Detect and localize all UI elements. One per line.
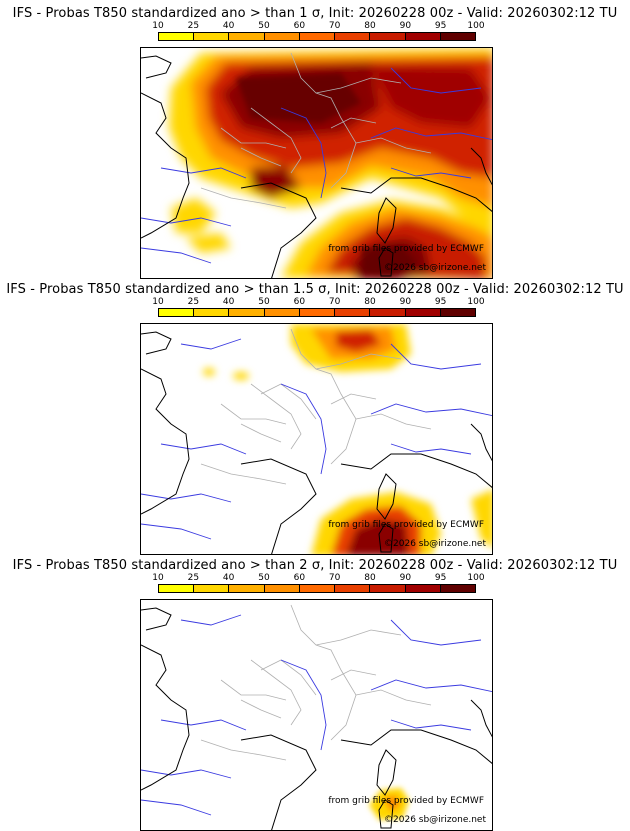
colorbar-tick-label: 25	[187, 573, 200, 583]
data-source-credit: from grib files provided by ECMWF	[328, 796, 484, 806]
colorbar-swatch	[194, 585, 230, 592]
colorbar-tick-label: 25	[187, 297, 200, 307]
colorbar-ticks: 10 25 40 50 60 70 80 90 95 100	[152, 21, 484, 32]
borders	[200, 604, 432, 761]
map-canvas	[141, 324, 492, 554]
colorbar-tick-label: 80	[364, 297, 376, 307]
copyright-label: ©2026 sb@irizone.net	[384, 539, 486, 549]
colorbar-tick-label: 90	[399, 573, 412, 583]
colorbar-tick-label: 50	[258, 297, 270, 307]
colorbar-tick-label: 80	[364, 573, 376, 583]
colorbar-tick-label: 100	[467, 21, 485, 31]
colorbar-swatch	[229, 33, 265, 40]
colorbar-swatch	[405, 309, 441, 316]
colorbar: 10 25 40 50 60 70 80 90 95 100	[152, 297, 485, 318]
map-canvas	[141, 48, 492, 278]
colorbar-tick-label: 70	[328, 573, 341, 583]
rivers	[141, 338, 492, 540]
probability-map-1-5sigma: from grib files provided by ECMWF ©2026 …	[140, 323, 493, 555]
colorbar-tick-label: 40	[222, 297, 235, 307]
colorbar-tick-label: 80	[364, 21, 376, 31]
colorbar-swatch	[159, 585, 195, 592]
colorbar-tick-label: 70	[328, 297, 341, 307]
colorbar-swatch	[299, 309, 336, 316]
colorbar-tick-label: 60	[293, 297, 306, 307]
colorbar: 10 25 40 50 60 70 80 90 95 100	[152, 21, 485, 42]
colorbar-swatch	[335, 585, 371, 592]
probability-map-2sigma: from grib files provided by ECMWF ©2026 …	[140, 599, 493, 831]
panel-2: IFS - Probas T850 standardized ano > tha…	[0, 276, 630, 555]
colorbar-swatch	[299, 33, 336, 40]
coastline	[141, 55, 492, 278]
colorbar-swatch	[229, 309, 265, 316]
probability-field	[203, 324, 492, 554]
colorbar-swatch	[335, 33, 371, 40]
panel-1: IFS - Probas T850 standardized ano > tha…	[0, 0, 630, 279]
colorbar-tick-label: 95	[434, 573, 447, 583]
colorbar-tick-label: 40	[222, 21, 235, 31]
colorbar-tick-label: 90	[399, 21, 412, 31]
data-source-credit: from grib files provided by ECMWF	[328, 520, 484, 530]
colorbar-tick-label: 95	[434, 297, 447, 307]
panel-title: IFS - Probas T850 standardized ano > tha…	[12, 6, 618, 21]
colorbar-swatch	[159, 309, 195, 316]
colorbar-tick-label: 95	[434, 21, 447, 31]
colorbar-swatch	[370, 585, 406, 592]
colorbar-swatch	[264, 309, 300, 316]
colorbar-swatch	[264, 585, 300, 592]
colorbar-ticks: 10 25 40 50 60 70 80 90 95 100	[152, 297, 484, 308]
colorbar-ticks: 10 25 40 50 60 70 80 90 95 100	[152, 573, 484, 584]
colorbar-swatch	[194, 309, 230, 316]
colorbar-swatch	[335, 309, 371, 316]
copyright-label: ©2026 sb@irizone.net	[384, 815, 486, 825]
borders	[200, 52, 432, 209]
colorbar-swatch	[264, 33, 300, 40]
rivers	[141, 67, 492, 264]
colorbar-swatches	[158, 584, 476, 593]
colorbar-swatch	[299, 585, 336, 592]
colorbar-tick-label: 10	[152, 573, 164, 583]
colorbar-swatches	[158, 32, 476, 41]
rivers	[141, 614, 492, 816]
colorbar-swatch	[229, 585, 265, 592]
colorbar-swatch	[440, 309, 475, 316]
map-canvas	[141, 604, 492, 830]
colorbar-swatch	[370, 33, 406, 40]
colorbar-swatch	[440, 33, 475, 40]
probability-map-1sigma: from grib files provided by ECMWF ©2026 …	[140, 47, 493, 279]
colorbar-swatch	[405, 33, 441, 40]
colorbar-tick-label: 100	[467, 573, 485, 583]
colorbar-tick-label: 90	[399, 297, 412, 307]
colorbar-swatch	[370, 309, 406, 316]
coastline	[141, 331, 492, 554]
copyright-label: ©2026 sb@irizone.net	[384, 263, 486, 273]
colorbar-tick-label: 25	[187, 21, 200, 31]
colorbar-tick-label: 50	[258, 21, 270, 31]
colorbar-tick-label: 100	[467, 297, 485, 307]
colorbar-tick-label: 10	[152, 21, 164, 31]
colorbar-tick-label: 40	[222, 573, 235, 583]
panel-3: IFS - Probas T850 standardized ano > tha…	[0, 552, 630, 831]
colorbar: 10 25 40 50 60 70 80 90 95 100	[152, 573, 485, 594]
colorbar-swatch	[440, 585, 475, 592]
colorbar-tick-label: 60	[293, 573, 306, 583]
colorbar-tick-label: 60	[293, 21, 306, 31]
data-source-credit: from grib files provided by ECMWF	[328, 244, 484, 254]
colorbar-swatch	[194, 33, 230, 40]
colorbar-swatch	[405, 585, 441, 592]
colorbar-swatch	[159, 33, 195, 40]
colorbar-tick-label: 70	[328, 21, 341, 31]
colorbar-tick-label: 50	[258, 573, 270, 583]
panel-title: IFS - Probas T850 standardized ano > tha…	[12, 558, 618, 573]
panel-title: IFS - Probas T850 standardized ano > tha…	[6, 282, 624, 297]
colorbar-tick-label: 10	[152, 297, 164, 307]
borders	[200, 328, 432, 485]
colorbar-swatches	[158, 308, 476, 317]
